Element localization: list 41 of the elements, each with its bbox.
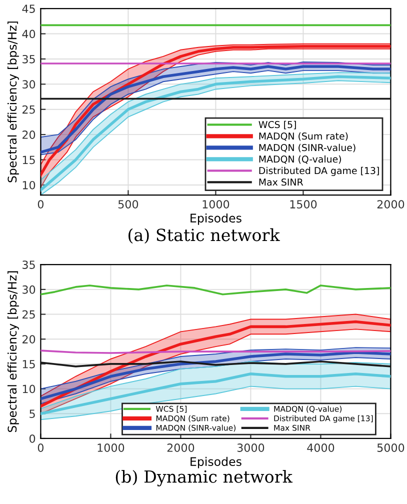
x-tick-label: 1000	[98, 444, 124, 452]
x-tick-label: 0	[38, 444, 44, 452]
x-axis-title: Episodes	[190, 456, 242, 468]
x-tick-label: 3000	[237, 444, 264, 452]
y-tick-label: 20	[22, 130, 36, 139]
legend-label: MADQN (Q-value)	[259, 155, 341, 164]
x-tick-label: 1500	[290, 200, 317, 209]
x-tick-label: 0	[38, 200, 44, 209]
y-tick-label: 45	[22, 4, 35, 13]
y-axis-title: Spectral efficiency [bps/Hz]	[7, 22, 19, 182]
legend-label: MADQN (Sum rate)	[259, 132, 348, 141]
y-tick-label: 35	[22, 260, 35, 269]
legend-label: MADQN (SINR-value)	[259, 144, 356, 152]
text: (b) Dynamic network	[116, 470, 293, 486]
y-tick-label: 0	[30, 434, 36, 443]
y-tick-label: 40	[22, 30, 36, 38]
y-tick-label: 10	[22, 384, 36, 394]
y-tick-label: 30	[22, 80, 36, 89]
legend-label: WCS [5]	[258, 120, 296, 130]
y-tick-label: 15	[22, 156, 35, 164]
x-tick-label: 2000	[167, 444, 194, 452]
x-tick-label: 2000	[377, 200, 404, 209]
text: (a) Static network	[128, 228, 280, 244]
y-tick-label: 25	[22, 105, 35, 114]
y-tick-label: 30	[22, 285, 36, 294]
y-tick-label: 15	[22, 360, 35, 368]
x-tick-label: 5000	[377, 444, 404, 452]
x-tick-label: 4000	[307, 444, 334, 452]
y-tick-label: 20	[22, 335, 36, 344]
y-tick-label: 35	[22, 54, 35, 64]
y-tick-label: 25	[22, 310, 35, 319]
y-tick-label: 10	[22, 180, 36, 190]
y-axis-title: Spectral efficiency [bps/Hz]	[7, 271, 19, 432]
line-series	[40, 284, 391, 296]
line-series	[40, 372, 391, 416]
x-tick-label: 500	[118, 200, 138, 209]
x-tick-label: 1000	[202, 200, 230, 209]
legend-label: Max SINR	[259, 178, 304, 186]
legend-label: Distributed DA game [13]	[259, 166, 379, 176]
y-tick-label: 5	[30, 410, 35, 418]
x-axis-title: Episodes	[190, 213, 242, 225]
